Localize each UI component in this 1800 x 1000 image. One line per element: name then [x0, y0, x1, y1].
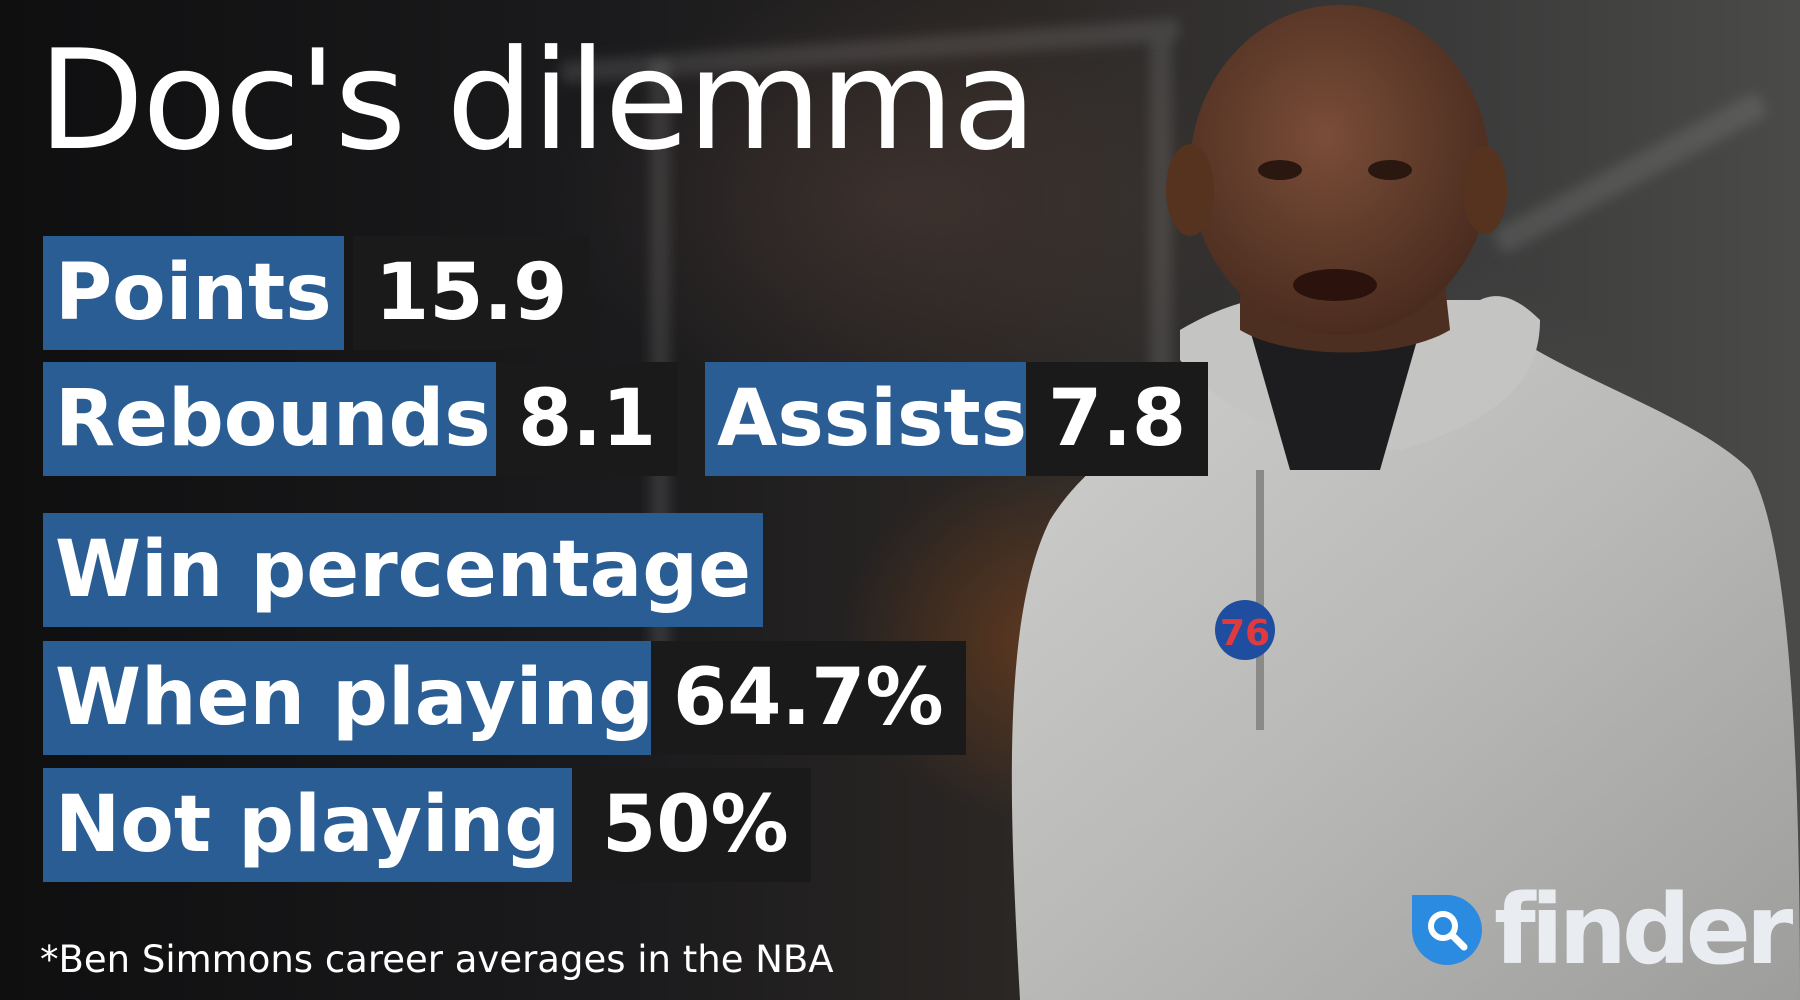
background-rail — [650, 60, 670, 660]
footnote: *Ben Simmons career averages in the NBA — [40, 938, 834, 981]
when-playing-label: When playing — [43, 641, 666, 755]
page-title: Doc's dilemma — [38, 20, 1037, 181]
assists-label: Assists — [705, 362, 1040, 476]
when-playing-value: 64.7% — [651, 641, 966, 755]
team-logo-text: 76 — [1220, 613, 1270, 654]
finder-wordmark: finder — [1494, 874, 1793, 986]
zipper — [1256, 470, 1264, 730]
win-percentage-heading: Win percentage — [43, 513, 763, 627]
finder-logo: finder — [1410, 874, 1793, 986]
assists-value: 7.8 — [1026, 362, 1209, 476]
not-playing-value: 50% — [580, 768, 811, 882]
points-value: 15.9 — [353, 236, 590, 350]
coach-photo: 76 — [1011, 5, 1800, 1000]
search-icon — [1412, 895, 1482, 965]
rebounds-value: 8.1 — [496, 362, 679, 476]
points-label: Points — [43, 236, 344, 350]
team-logo-icon — [1215, 600, 1275, 660]
not-playing-label: Not playing — [43, 768, 573, 882]
rebounds-label: Rebounds — [43, 362, 503, 476]
